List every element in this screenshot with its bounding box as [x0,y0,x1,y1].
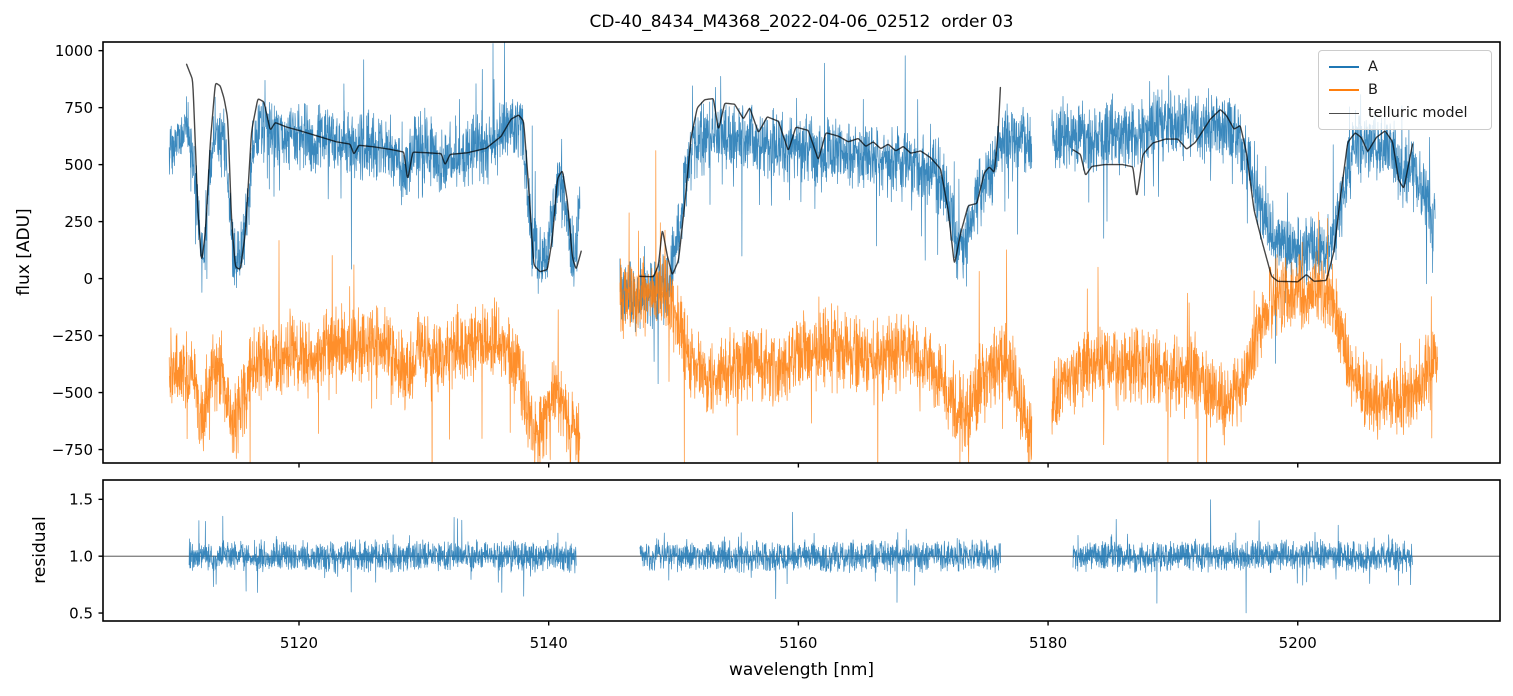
x-axis-label: wavelength [nm] [728,660,875,680]
series-residual-segment-1 [188,515,577,597]
series-residual-segment-2 [639,511,1001,603]
residual-y-tick-label: 1.0 [69,547,93,565]
legend-entry-b: B [1329,82,1481,98]
series-A-segment-3 [1051,75,1436,364]
legend-line-telluric [1329,112,1359,114]
x-tick-label: 5200 [1279,634,1317,652]
legend-entry-telluric: telluric model [1329,105,1481,121]
flux-y-tick-label: 1000 [55,42,93,60]
series-telluric-model-segment-1 [185,63,582,273]
series-A-segment-2 [619,55,1033,385]
flux-spines [102,41,1501,464]
x-tick-label: 5120 [280,634,318,652]
flux-y-tick-label: 250 [64,213,93,231]
series-residual-segment-3 [1072,499,1413,614]
legend-label-b: B [1368,82,1378,98]
series-A-segment-1 [168,42,581,294]
flux-y-tick-label: 750 [64,99,93,117]
chart-title: CD-40_8434_M4368_2022-04-06_02512 order … [589,12,1014,32]
residual-y-tick-label: 1.5 [69,491,93,509]
residual-y-tick-label: 0.5 [69,604,93,622]
legend-line-b [1329,89,1359,91]
series-telluric-model-segment-2 [639,86,1002,278]
flux-y-tick-label: 0 [83,270,93,288]
legend-label-a: A [1368,59,1378,75]
series-B-segment-2 [619,150,1033,463]
x-tick-label: 5180 [1029,634,1067,652]
series-B-segment-3 [1051,211,1438,463]
residual-spines [102,479,1501,622]
legend-line-a [1329,66,1359,68]
flux-panel [168,42,1438,463]
flux-y-tick-label: −500 [52,384,93,402]
legend-label-telluric: telluric model [1368,105,1468,121]
series-B-segment-1 [168,240,581,463]
x-tick-label: 5140 [530,634,568,652]
legend-entry-a: A [1329,59,1481,75]
residual-panel [103,499,1500,614]
series-telluric-model-segment-3 [1072,109,1414,283]
flux-y-tick-label: −250 [52,327,93,345]
flux-y-tick-label: −750 [52,441,93,459]
x-tick-label: 5160 [779,634,817,652]
legend: A B telluric model [1318,50,1492,130]
flux-y-tick-label: 500 [64,156,93,174]
